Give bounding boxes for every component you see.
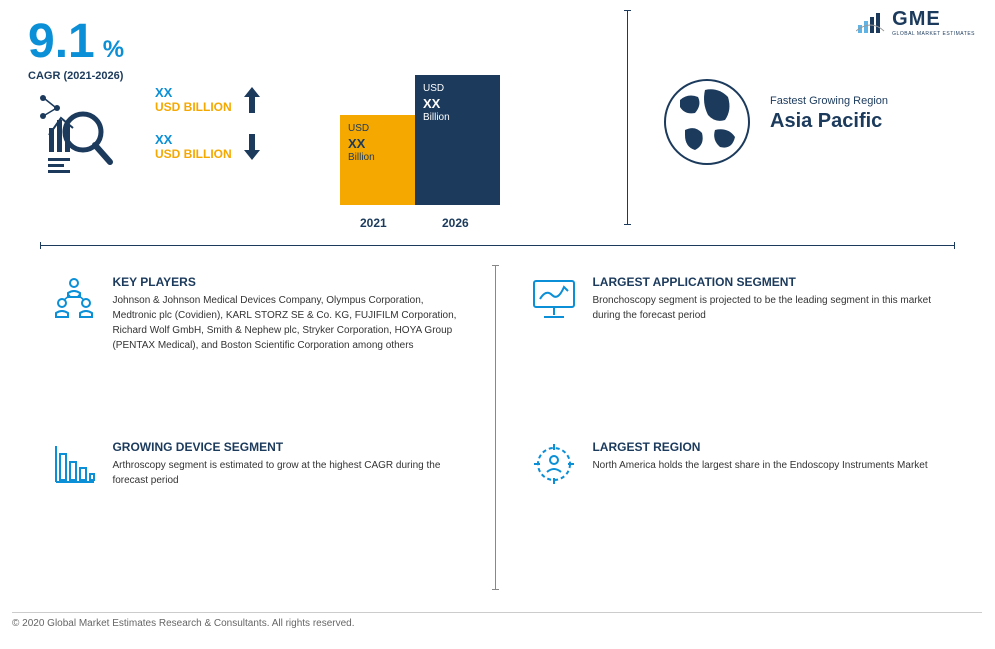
- largest-region-title: LARGEST REGION: [592, 440, 927, 454]
- bar-2021-unit: Billion: [348, 152, 375, 163]
- logo: GME GLOBAL MARKET ESTIMATES: [856, 8, 975, 37]
- bar-2026-xx: XX: [423, 96, 450, 111]
- arrow-up-icon: [244, 87, 260, 113]
- analysis-icon: [35, 90, 120, 175]
- bar-2021-xx: XX: [348, 136, 375, 151]
- arrow-down-icon: [244, 134, 260, 160]
- growing-region-name: Asia Pacific: [770, 110, 888, 133]
- logo-main-text: GME: [892, 8, 975, 31]
- largest-region-body: North America holds the largest share in…: [592, 458, 927, 473]
- bar-chart: USD XX Billion USD XX Billion 2021 2026: [330, 75, 530, 230]
- logo-icon: [856, 11, 886, 35]
- bar-chart-icon: [50, 440, 98, 488]
- quad-largest-region: LARGEST REGION North America holds the l…: [530, 440, 950, 488]
- size-low-xx: XX: [155, 132, 232, 147]
- bottom-grid: KEY PLAYERS Johnson & Johnson Medical De…: [0, 265, 995, 605]
- horizontal-divider: [40, 245, 955, 246]
- bar-2026: USD XX Billion: [415, 75, 500, 205]
- size-high-usd: USD BILLION: [155, 100, 232, 114]
- quad-key-players: KEY PLAYERS Johnson & Johnson Medical De…: [50, 275, 470, 353]
- largest-segment-title: LARGEST APPLICATION SEGMENT: [592, 275, 942, 289]
- top-vertical-divider: [627, 10, 628, 225]
- growing-segment-body: Arthroscopy segment is estimated to grow…: [112, 458, 462, 488]
- bar-year-2026: 2026: [442, 216, 469, 230]
- market-size-low: XX USD BILLION: [155, 132, 260, 161]
- key-players-body: Johnson & Johnson Medical Devices Compan…: [112, 293, 462, 353]
- size-low-usd: USD BILLION: [155, 147, 232, 161]
- logo-sub-text: GLOBAL MARKET ESTIMATES: [892, 31, 975, 37]
- key-players-title: KEY PLAYERS: [112, 275, 462, 289]
- growing-region-label: Fastest Growing Region: [770, 95, 888, 107]
- people-icon: [50, 275, 98, 323]
- copyright: © 2020 Global Market Estimates Research …: [12, 618, 355, 629]
- growing-segment-title: GROWING DEVICE SEGMENT: [112, 440, 462, 454]
- infographic-container: GME GLOBAL MARKET ESTIMATES 9.1 % CAGR (…: [0, 0, 995, 649]
- monitor-chart-icon: [530, 275, 578, 323]
- bar-2026-unit: Billion: [423, 112, 450, 123]
- mid-vertical-divider: [495, 265, 496, 590]
- bar-2021: USD XX Billion: [340, 115, 415, 205]
- bar-2021-usd: USD: [348, 123, 375, 134]
- target-icon: [530, 440, 578, 488]
- largest-segment-body: Bronchoscopy segment is projected to be …: [592, 293, 942, 323]
- market-size-high: XX USD BILLION: [155, 85, 260, 114]
- cagr-value: 9.1: [28, 18, 95, 66]
- quad-largest-segment: LARGEST APPLICATION SEGMENT Bronchoscopy…: [530, 275, 950, 323]
- bar-2026-usd: USD: [423, 83, 450, 94]
- cagr-label: CAGR (2021-2026): [28, 70, 123, 82]
- quad-growing-segment: GROWING DEVICE SEGMENT Arthroscopy segme…: [50, 440, 470, 488]
- cagr-block: 9.1 % CAGR (2021-2026): [28, 18, 124, 84]
- bar-year-2021: 2021: [360, 216, 387, 230]
- size-high-xx: XX: [155, 85, 232, 100]
- cagr-percent: %: [103, 36, 124, 64]
- globe-icon: [660, 75, 755, 170]
- globe-section: Fastest Growing Region Asia Pacific: [660, 75, 970, 175]
